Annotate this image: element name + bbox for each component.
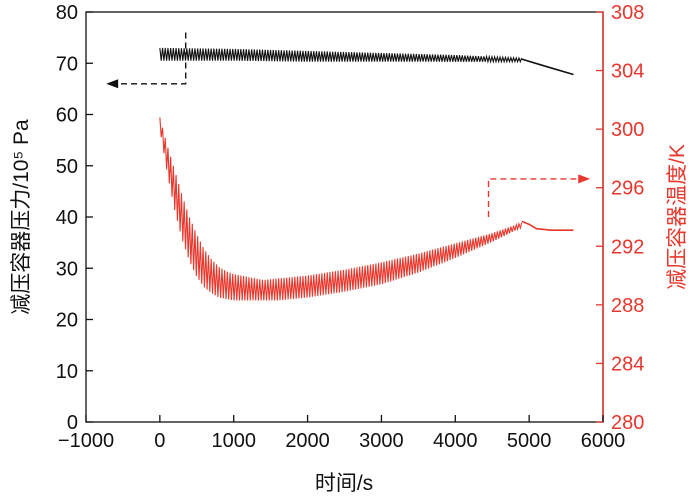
right-tick-label: 288	[611, 295, 644, 317]
right-tick-label: 308	[611, 2, 644, 24]
series-band	[159, 47, 523, 64]
dashed-arrow-right	[487, 174, 591, 217]
data-layer	[159, 47, 574, 301]
plot-area	[85, 11, 604, 423]
right-tick-label: 296	[611, 178, 644, 200]
x-axis-ticks: −1000 0 1000 2000 3000 4000 5000 6000	[58, 415, 625, 452]
x-tick-label: 0	[154, 430, 165, 452]
right-tick-label: 280	[611, 412, 644, 434]
left-tick-label: 10	[56, 361, 78, 383]
left-axis-ticks: 0 10 20 30 40 50 60 70 80	[56, 2, 93, 434]
left-tick-label: 50	[56, 156, 78, 178]
right-tick-label: 300	[611, 119, 644, 141]
left-tick-label: 40	[56, 207, 78, 229]
arrow-line	[108, 32, 187, 85]
left-axis-label: 减压容器压力/10⁵ Pa	[10, 119, 33, 315]
series-tail	[521, 220, 574, 231]
x-axis-label: 时间/s	[315, 472, 373, 495]
left-tick-label: 20	[56, 310, 78, 332]
series-tail	[521, 58, 574, 76]
arrow-line	[487, 178, 589, 217]
dashed-arrow-left	[106, 32, 187, 89]
left-tick-label: 80	[56, 2, 78, 24]
x-tick-label: 1000	[211, 430, 256, 452]
right-axis-label: 减压容器温度/K	[666, 144, 689, 290]
series-temperature	[159, 117, 574, 301]
plot-frame	[85, 11, 604, 423]
right-tick-label: 284	[611, 353, 644, 375]
right-tick-label: 292	[611, 236, 644, 258]
right-tick-label: 304	[611, 61, 644, 83]
arrow-head	[106, 79, 119, 89]
right-axis-ticks: 280 284 288 292 296 300 304 308	[596, 2, 644, 434]
x-tick-label: 5000	[507, 430, 552, 452]
annotation-layer	[106, 32, 591, 217]
left-tick-label: 70	[56, 53, 78, 75]
x-tick-label: −1000	[58, 430, 114, 452]
series-band	[159, 117, 523, 301]
x-tick-label: 3000	[359, 430, 404, 452]
arrow-head	[578, 174, 591, 184]
left-tick-label: 60	[56, 105, 78, 127]
series-pressure	[159, 47, 574, 76]
left-tick-label: 0	[67, 412, 78, 434]
left-tick-label: 30	[56, 258, 78, 280]
x-tick-label: 4000	[433, 430, 478, 452]
x-tick-label: 6000	[581, 430, 626, 452]
x-tick-label: 2000	[285, 430, 330, 452]
